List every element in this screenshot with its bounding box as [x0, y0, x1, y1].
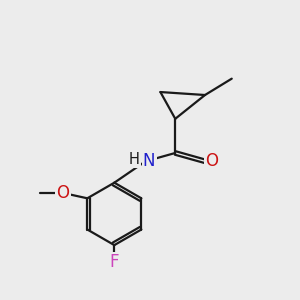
- Text: O: O: [206, 152, 219, 170]
- Text: N: N: [143, 152, 155, 170]
- Text: O: O: [56, 184, 69, 202]
- Text: F: F: [110, 253, 119, 271]
- Text: H: H: [129, 152, 140, 167]
